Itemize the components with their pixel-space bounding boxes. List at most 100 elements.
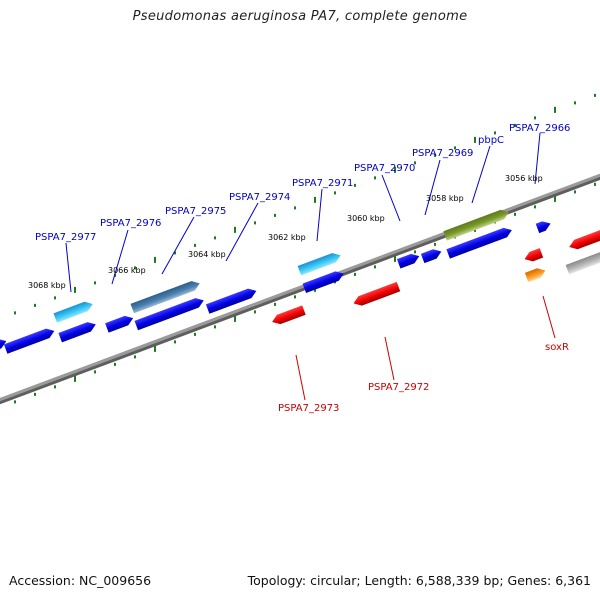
tick-mark — [14, 311, 16, 315]
tick-mark — [234, 315, 236, 322]
tick-mark — [434, 242, 436, 246]
tick-mark — [34, 303, 36, 307]
tick-mark — [154, 345, 156, 352]
tick-mark — [294, 295, 296, 299]
tick-mark — [414, 250, 416, 254]
leader-line — [424, 159, 441, 216]
leader-line — [534, 132, 541, 185]
tick-mark — [214, 325, 216, 329]
gene-arrow — [569, 228, 600, 250]
scale-label: 3064 kbp — [188, 250, 226, 259]
scale-label: 3060 kbp — [347, 214, 385, 223]
tick-mark — [554, 195, 556, 202]
gene-label: PSPA7_2977 — [35, 232, 96, 243]
leader-line — [65, 242, 72, 293]
scale-label: 3062 kbp — [268, 233, 306, 242]
gene-arrow — [524, 248, 544, 262]
gene-label: PSPA7_2970 — [354, 163, 415, 174]
gene-arrow — [0, 338, 7, 354]
tick-mark — [254, 310, 256, 314]
tick-mark — [374, 176, 376, 180]
gene-arrow — [272, 305, 306, 325]
leader-line — [316, 188, 323, 242]
tick-mark — [594, 93, 596, 97]
gene-label: PSPA7_2976 — [100, 218, 161, 229]
gene-arrow — [297, 253, 341, 276]
tick-mark — [74, 375, 76, 382]
gene-label: PSPA7_2969 — [412, 148, 473, 159]
scale-ticks — [14, 93, 596, 404]
gene-label: soxR — [545, 342, 569, 353]
gene-label: PSPA7_2971 — [292, 178, 353, 189]
tick-mark — [174, 340, 176, 344]
gene-arrow — [524, 268, 546, 283]
tick-mark — [274, 213, 276, 217]
scale-label: 3066 kbp — [108, 266, 146, 275]
tick-mark — [74, 286, 76, 293]
tick-mark — [34, 392, 36, 396]
tick-mark — [194, 243, 196, 247]
gene-label: PSPA7_2972 — [368, 382, 429, 393]
tick-mark — [54, 385, 56, 389]
tick-mark — [94, 370, 96, 374]
gene-label: PSPA7_2975 — [165, 206, 226, 217]
genome-info-text: Topology: circular; Length: 6,588,339 bp… — [247, 573, 591, 588]
leader-line — [384, 336, 395, 381]
gene-arrow — [353, 281, 401, 306]
tick-mark — [394, 166, 396, 173]
tick-mark — [234, 226, 236, 233]
tick-mark — [414, 161, 416, 165]
tick-mark — [274, 302, 276, 306]
gene-arrow — [302, 271, 344, 294]
tick-mark — [174, 251, 176, 255]
tick-mark — [14, 400, 16, 404]
gene-arrow — [53, 301, 93, 323]
tick-mark — [214, 236, 216, 240]
tick-mark — [514, 212, 516, 216]
leader-lines — [65, 132, 556, 401]
tick-mark — [154, 256, 156, 263]
tick-mark — [134, 266, 136, 270]
gene-arrow — [134, 298, 204, 331]
tick-mark — [194, 332, 196, 336]
gene-arrow — [105, 315, 134, 333]
gene-arrow — [443, 209, 509, 241]
leader-line — [542, 295, 556, 339]
gene-arrow — [535, 221, 551, 234]
tick-mark — [94, 281, 96, 285]
gene-label: PSPA7_2973 — [278, 403, 339, 414]
tick-mark — [114, 362, 116, 366]
tick-mark — [254, 221, 256, 225]
gene-arrow — [446, 227, 512, 259]
gene-arrow — [396, 253, 420, 269]
gene-arrow — [130, 281, 200, 314]
gene-arrow — [420, 249, 442, 264]
tick-mark — [514, 123, 516, 127]
tick-mark — [474, 136, 476, 143]
tick-mark — [294, 206, 296, 210]
tick-mark — [354, 183, 356, 187]
gene-arrow — [205, 288, 257, 314]
tick-mark — [594, 182, 596, 186]
tick-mark — [534, 116, 536, 120]
tick-mark — [354, 272, 356, 276]
gene-label: pbpC — [478, 135, 504, 146]
tick-mark — [54, 296, 56, 300]
leader-line — [471, 145, 491, 204]
map-title: Pseudomonas aeruginosa PA7, complete gen… — [132, 9, 468, 24]
leader-line — [295, 354, 306, 401]
tick-mark — [494, 131, 496, 135]
tick-mark — [574, 190, 576, 194]
tick-mark — [374, 265, 376, 269]
tick-mark — [334, 191, 336, 195]
leader-line — [161, 216, 195, 275]
tick-mark — [134, 355, 136, 359]
gene-label: PSPA7_2974 — [229, 192, 290, 203]
gene-arrows — [0, 209, 600, 354]
tick-mark — [314, 196, 316, 203]
gene-label: PSPA7_2966 — [509, 123, 570, 134]
scale-label: 3068 kbp — [28, 281, 66, 290]
gene-arrow — [565, 252, 600, 275]
tick-mark — [434, 153, 436, 157]
